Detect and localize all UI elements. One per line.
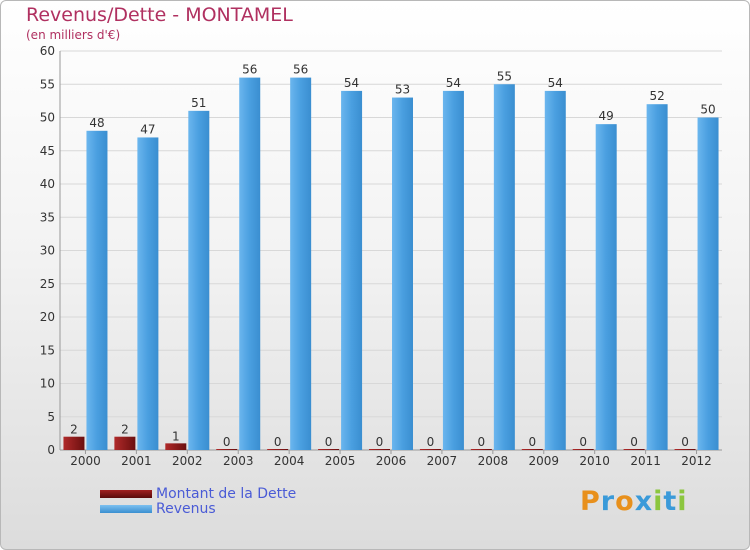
data-label-debt: 0 [274,435,282,449]
bar-debt [114,436,136,450]
data-label-debt: 2 [70,423,78,437]
data-label-debt: 0 [478,435,486,449]
logo-letter: o [615,486,635,517]
data-label-revenue: 47 [140,122,155,136]
data-label-debt: 0 [427,435,435,449]
bar-debt [419,449,441,450]
y-tick-label: 0 [47,443,55,457]
y-tick-label: 40 [40,177,55,191]
logo-letter: r [600,486,616,517]
legend-item-revenue: Revenus [100,500,296,517]
bar-debt [470,449,492,450]
bar-revenue [188,110,210,450]
bar-revenue [493,84,515,450]
data-label-debt: 0 [223,435,231,449]
y-tick-label: 45 [40,144,55,158]
y-tick-label: 10 [40,377,55,391]
bar-debt [623,449,645,450]
data-label-revenue: 54 [548,76,563,90]
logo-letter: i [677,486,688,517]
x-tick-label: 2001 [121,454,152,468]
y-tick-label: 60 [40,44,55,58]
legend-label-revenue: Revenus [156,500,216,517]
legend-swatch-revenue [100,504,152,513]
data-label-revenue: 56 [242,63,257,77]
chart-subtitle: (en milliers d'€) [26,28,121,42]
bar-revenue [697,117,719,450]
y-tick-label: 30 [40,244,55,258]
data-label-debt: 0 [579,435,587,449]
bar-revenue [341,90,363,451]
logo-letter: i [653,486,664,517]
data-label-revenue: 54 [344,76,359,90]
data-label-revenue: 54 [446,76,461,90]
data-label-revenue: 48 [89,116,104,130]
legend-swatch-debt [100,489,152,498]
data-label-revenue: 52 [649,89,664,103]
bar-revenue [646,104,668,450]
legend: Montant de la Dette Revenus [100,485,297,517]
bar-revenue [86,130,108,451]
bar-debt [521,449,543,450]
data-label-revenue: 55 [497,69,512,83]
x-tick-label: 2006 [376,454,407,468]
bar-revenue [595,124,617,451]
data-label-debt: 0 [376,435,384,449]
y-tick-label: 20 [40,310,55,324]
bar-debt [318,449,340,450]
data-label-debt: 0 [325,435,333,449]
data-label-revenue: 53 [395,83,410,97]
bar-revenue [137,137,159,450]
chart-title: Revenus/Dette - MONTAMEL [26,4,293,26]
data-label-debt: 1 [172,429,180,443]
bar-debt [572,449,594,450]
x-tick-label: 2008 [478,454,509,468]
x-tick-label: 2011 [630,454,661,468]
x-tick-label: 2005 [325,454,356,468]
x-tick-label: 2012 [681,454,712,468]
bar-revenue [442,90,464,451]
bar-revenue [392,97,413,451]
bar-debt [216,449,238,450]
data-label-debt: 0 [681,435,689,449]
bar-revenue [290,77,312,450]
bar-revenue [239,77,261,450]
legend-item-debt: Montant de la Dette [100,485,297,502]
logo-letter: x [634,486,654,517]
x-tick-label: 2009 [528,454,559,468]
data-label-revenue: 56 [293,63,308,77]
y-tick-label: 5 [47,410,55,424]
bar-revenue [544,90,566,451]
data-label-revenue: 50 [700,103,715,117]
x-tick-label: 2010 [579,454,610,468]
y-tick-label: 25 [40,277,55,291]
data-label-revenue: 49 [599,109,614,123]
y-tick-label: 15 [40,343,55,357]
y-tick-label: 55 [40,77,55,91]
bar-debt [267,449,289,450]
y-tick-label: 50 [40,111,55,125]
data-label-revenue: 51 [191,96,206,110]
y-tick-label: 35 [40,210,55,224]
data-label-debt: 0 [630,435,638,449]
x-tick-label: 2003 [223,454,254,468]
x-tick-label: 2002 [172,454,203,468]
bar-debt [369,449,390,450]
x-tick-label: 2007 [427,454,458,468]
logo-letter: t [663,486,678,517]
data-label-debt: 2 [121,423,129,437]
bar-debt [165,443,187,450]
x-tick-label: 2000 [70,454,101,468]
legend-label-debt: Montant de la Dette [156,485,297,502]
data-label-debt: 0 [528,435,536,449]
logo-letter: P [580,486,601,517]
bar-debt [674,449,696,450]
x-tick-label: 2004 [274,454,305,468]
bar-debt [63,436,85,450]
proxiti-logo: Proxiti [580,486,688,517]
